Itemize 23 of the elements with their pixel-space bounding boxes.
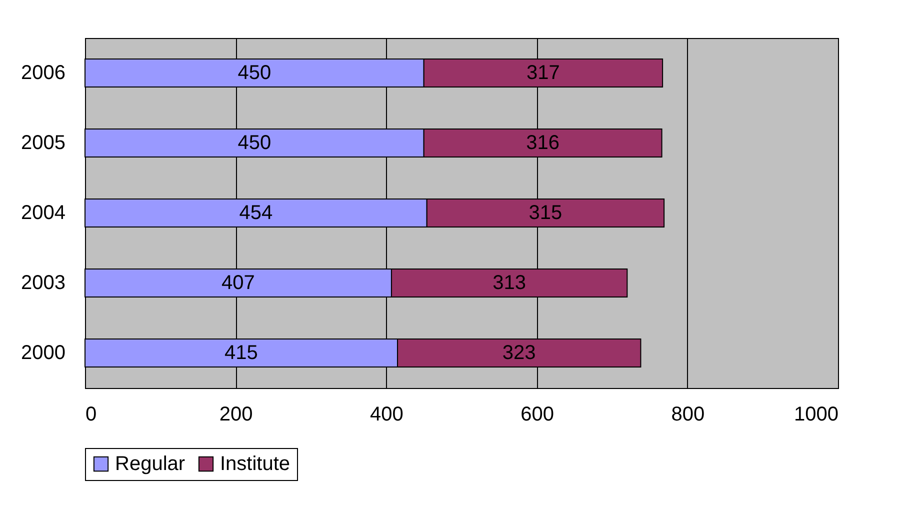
data-label: 450 [238, 132, 272, 154]
data-label: 450 [238, 62, 272, 84]
x-tick-label: 600 [520, 404, 554, 426]
y-tick-label: 2003 [21, 272, 66, 294]
data-label: 407 [222, 272, 255, 294]
y-tick-label: 2005 [21, 132, 66, 154]
data-label: 415 [224, 342, 258, 364]
data-label: 317 [526, 62, 560, 84]
data-label: 316 [526, 132, 560, 154]
x-tick-label: 800 [671, 404, 705, 426]
data-label: 323 [502, 342, 536, 364]
x-tick-label: 400 [370, 404, 404, 426]
y-tick-label: 2000 [21, 342, 66, 364]
legend-label: Institute [220, 453, 290, 475]
legend-label: Regular [115, 453, 186, 475]
y-tick-label: 2006 [21, 62, 66, 84]
x-tick-label: 200 [219, 404, 253, 426]
data-label: 454 [239, 202, 273, 224]
x-tick-label: 0 [86, 404, 97, 426]
data-label: 313 [492, 272, 526, 294]
x-tick-label: 1000 [794, 404, 838, 426]
data-label: 315 [528, 202, 562, 224]
y-tick-label: 2004 [21, 202, 66, 224]
